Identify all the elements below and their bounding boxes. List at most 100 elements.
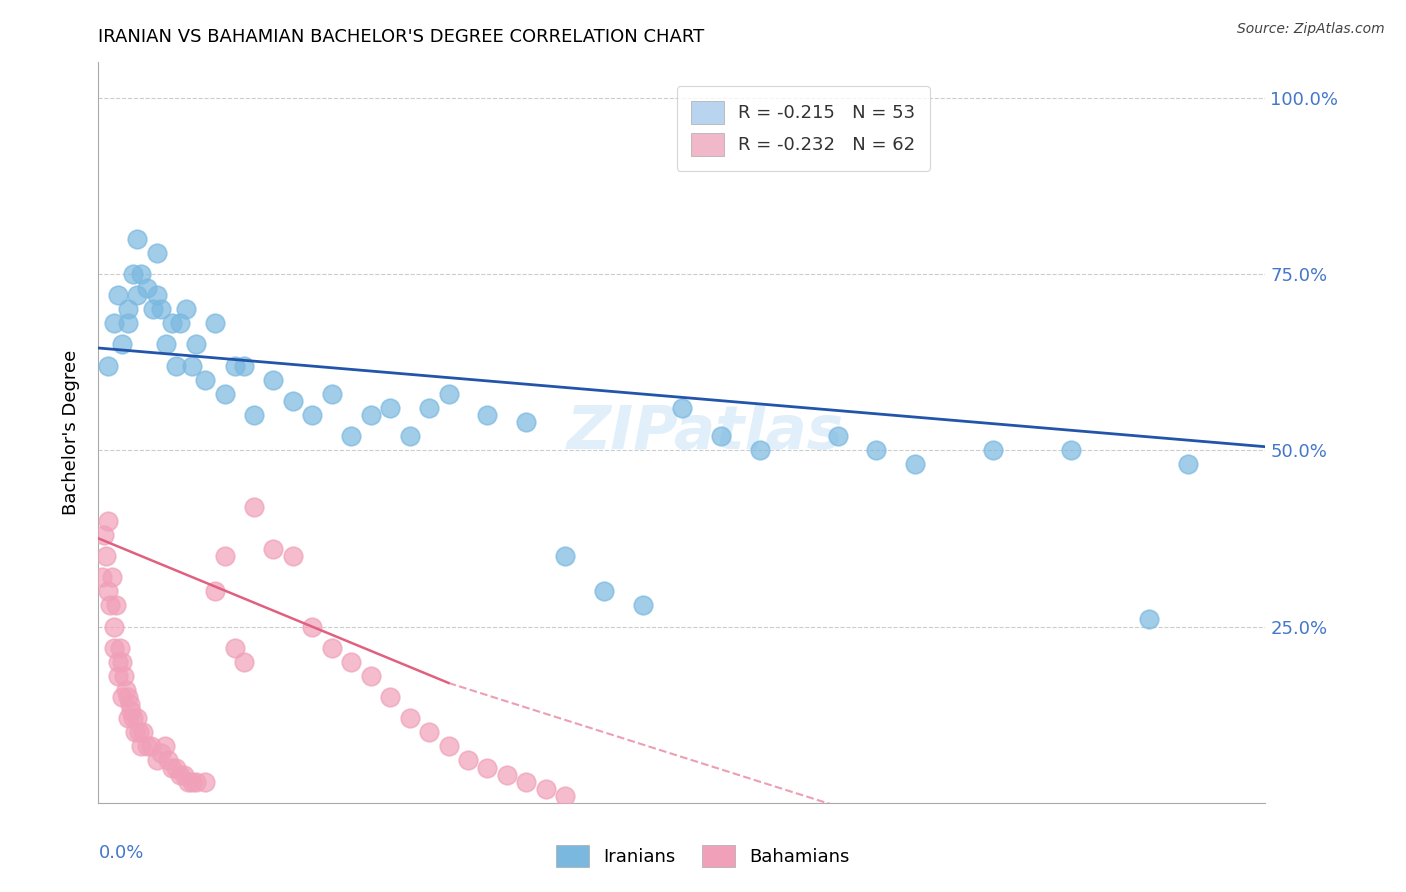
Point — [321, 640, 343, 655]
Point — [380, 401, 402, 415]
Point — [97, 359, 120, 373]
Point — [281, 393, 304, 408]
Point — [380, 690, 402, 704]
Point — [184, 774, 207, 789]
Point — [104, 599, 127, 613]
Text: 0.0%: 0.0% — [98, 844, 143, 862]
Point — [117, 316, 139, 330]
Point — [360, 408, 382, 422]
Point — [477, 408, 499, 422]
Point — [127, 288, 149, 302]
Legend: R = -0.215   N = 53, R = -0.232   N = 62: R = -0.215 N = 53, R = -0.232 N = 62 — [676, 87, 929, 170]
Point — [162, 760, 184, 774]
Point — [169, 767, 191, 781]
Point — [153, 739, 176, 754]
Point — [122, 267, 145, 281]
Point — [177, 774, 200, 789]
Point — [534, 781, 557, 796]
Point — [149, 747, 172, 761]
Point — [184, 337, 207, 351]
Point — [165, 359, 187, 373]
Point — [93, 528, 115, 542]
Point — [243, 500, 266, 514]
Point — [243, 408, 266, 422]
Point — [103, 619, 125, 633]
Point — [214, 387, 236, 401]
Point — [204, 316, 226, 330]
Point — [111, 337, 134, 351]
Point — [112, 669, 135, 683]
Point — [128, 725, 150, 739]
Point — [1060, 443, 1083, 458]
Point — [107, 655, 129, 669]
Point — [981, 443, 1004, 458]
Point — [631, 599, 654, 613]
Point — [321, 387, 343, 401]
Point — [593, 584, 616, 599]
Point — [117, 690, 139, 704]
Point — [142, 302, 165, 317]
Point — [108, 640, 131, 655]
Point — [194, 373, 217, 387]
Text: ZIPatlas: ZIPatlas — [567, 403, 844, 462]
Text: Source: ZipAtlas.com: Source: ZipAtlas.com — [1237, 22, 1385, 37]
Point — [114, 683, 136, 698]
Point — [1177, 458, 1199, 472]
Point — [214, 549, 236, 563]
Point — [173, 767, 195, 781]
Point — [224, 359, 246, 373]
Point — [103, 316, 125, 330]
Point — [340, 655, 363, 669]
Point — [904, 458, 927, 472]
Point — [117, 302, 139, 317]
Point — [496, 767, 519, 781]
Point — [127, 711, 149, 725]
Point — [117, 711, 139, 725]
Point — [418, 401, 440, 415]
Point — [97, 514, 120, 528]
Point — [301, 619, 323, 633]
Point — [146, 288, 169, 302]
Point — [224, 640, 246, 655]
Point — [301, 408, 323, 422]
Point — [146, 245, 169, 260]
Point — [748, 443, 770, 458]
Point — [398, 429, 420, 443]
Point — [101, 570, 124, 584]
Point — [103, 640, 125, 655]
Point — [122, 711, 145, 725]
Point — [671, 401, 693, 415]
Y-axis label: Bachelor's Degree: Bachelor's Degree — [62, 350, 80, 516]
Point — [169, 316, 191, 330]
Point — [174, 302, 197, 317]
Point — [118, 697, 141, 711]
Point — [554, 549, 576, 563]
Point — [515, 774, 537, 789]
Point — [155, 337, 177, 351]
Point — [107, 288, 129, 302]
Point — [136, 281, 159, 295]
Point — [437, 387, 460, 401]
Point — [710, 429, 733, 443]
Point — [136, 739, 159, 754]
Point — [96, 549, 118, 563]
Text: IRANIAN VS BAHAMIAN BACHELOR'S DEGREE CORRELATION CHART: IRANIAN VS BAHAMIAN BACHELOR'S DEGREE CO… — [98, 28, 704, 45]
Point — [281, 549, 304, 563]
Point — [262, 541, 284, 556]
Point — [132, 725, 155, 739]
Point — [180, 774, 202, 789]
Point — [398, 711, 420, 725]
Point — [204, 584, 226, 599]
Point — [194, 774, 217, 789]
Point — [233, 359, 256, 373]
Point — [554, 789, 576, 803]
Point — [457, 754, 479, 768]
Point — [91, 570, 114, 584]
Point — [157, 754, 180, 768]
Point — [127, 232, 149, 246]
Point — [129, 267, 152, 281]
Point — [139, 739, 162, 754]
Point — [121, 704, 143, 718]
Point — [97, 584, 120, 599]
Point — [98, 599, 121, 613]
